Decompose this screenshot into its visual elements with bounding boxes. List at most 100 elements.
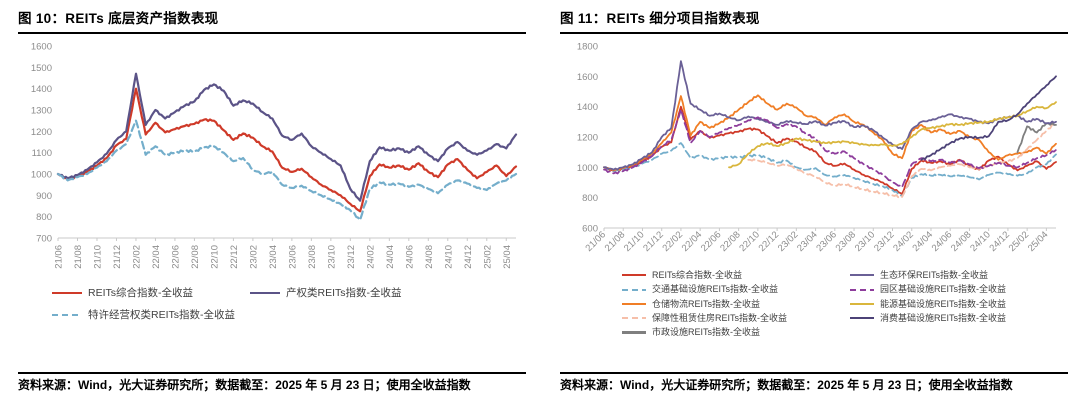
x-tick-label: 23/06 [287,245,298,269]
x-tick-label: 23/06 [814,229,839,254]
x-tick-label: 24/06 [930,229,955,254]
legend-item-7: 能源基础设施REITs指数-全收益 [850,299,1068,310]
x-tick-label: 23/08 [307,245,318,269]
x-tick-label: 24/02 [365,245,376,269]
x-tick-label: 22/02 [131,245,142,269]
x-tick-label: 24/02 [891,229,916,254]
figure-10-chart: 700 800 900 1000 1100 1200 1300 1400 1500 1600 21/… [31,42,518,269]
x-tick-label: 25/02 [482,245,493,269]
legend-item-4: 市政设施REITs指数-全收益 [622,327,850,338]
figure-10-source: 资料来源：Wind，光大证券研究所；数据截至：2025 年 5 月 23 日；使… [18,371,526,394]
legend-label: 市政设施REITs指数-全收益 [652,327,761,338]
y-tick-label: 1800 [577,42,598,53]
legend-label: REITs综合指数-全收益 [88,287,193,299]
series-line-3 [747,120,1057,199]
x-tick-label: 22/10 [209,245,220,269]
legend-swatch [850,302,874,306]
y-tick-label: 1600 [577,72,598,83]
legend-label: 消费基础设施REITs指数-全收益 [880,312,1007,323]
y-tick-label: 1100 [32,148,52,159]
legend-item-8: 消费基础设施REITs指数-全收益 [850,313,1068,324]
legend-swatch [622,288,646,291]
figure-11-panel: 图 11：REITs 细分项目指数表现 600 800 1000 1200 1400 16… [540,0,1080,402]
x-tick-label: 24/04 [911,229,936,254]
y-tick-label: 1200 [31,127,52,138]
x-tick-label: 25/04 [1026,229,1051,254]
x-tick-label: 24/08 [424,245,435,269]
figure-11-chart-area: 600 800 1000 1200 1400 1600 1800 21/06 21/08 21/1… [560,36,1068,269]
x-tick-label: 24/04 [385,245,396,269]
legend-label: 产权类REITs指数-全收益 [286,287,402,299]
legend-item-0: REITs综合指数-全收益 [622,270,850,281]
x-tick-label: 23/12 [346,245,357,269]
x-tick-label: 22/08 [718,229,743,254]
legend-item-5: 生态环保REITs指数-全收益 [850,270,1068,281]
legend-swatch [52,313,82,317]
legend-label: 特许经营权类REITs指数-全收益 [88,308,235,321]
x-tick-label: 23/10 [853,229,878,254]
x-tick-label: 23/12 [872,229,897,254]
legend-swatch [622,317,646,320]
y-tick-label: 1000 [31,170,52,181]
y-tick-label: 1400 [31,84,52,95]
series-line-4 [1016,122,1057,154]
x-tick-label: 23/08 [834,229,859,254]
legend-label: 能源基础设施REITs指数-全收益 [880,298,1007,309]
x-tick-label: 22/06 [699,229,724,254]
x-tick-label: 25/04 [502,245,513,269]
x-tick-label: 21/10 [622,229,647,254]
figure-11-chart: 6008001000120014001600180021/0621/0821/1… [577,42,1057,254]
x-tick-label: 24/12 [463,245,474,269]
x-tick-label: 23/10 [326,245,337,269]
legend-item-2: 仓储物流REITs指数-全收益 [622,299,850,310]
legend-swatch [52,292,82,295]
y-tick-label: 600 [582,224,598,235]
x-tick-label: 22/04 [680,229,705,254]
legend-item-2: 特许经营权类REITs指数-全收益 [52,309,250,322]
x-tick-label: 25/02 [1007,229,1032,254]
legend-label: 交通基础设施REITs指数-全收益 [652,284,779,295]
x-tick-label: 22/10 [737,229,762,254]
x-tick-label: 24/10 [443,245,454,269]
legend-item-1: 交通基础设施REITs指数-全收益 [622,284,850,295]
legend-label: 园区基础设施REITs指数-全收益 [880,284,1007,295]
legend-swatch [850,274,874,277]
legend-swatch [250,292,280,295]
series-line-8 [920,75,1057,161]
figure-10-chart-area: 700 800 900 1000 1100 1200 1300 1400 1500 1600 21/… [18,36,526,287]
y-tick-label: 1600 [31,42,52,53]
series-line-5 [603,60,1057,171]
x-tick-label: 23/04 [268,245,279,269]
y-tick-label: 1300 [31,106,52,117]
legend-swatch [622,331,646,334]
x-tick-label: 24/06 [404,245,415,269]
legend-label: 仓储物流REITs指数-全收益 [652,298,761,309]
x-tick-label: 21/12 [112,245,123,269]
figure-10-legend: REITs综合指数-全收益 产权类REITs指数-全收益特许经营权类REITs指数… [18,287,526,321]
legend-swatch [622,274,646,277]
y-tick-label: 800 [582,193,598,204]
y-tick-label: 900 [36,191,52,202]
legend-label: REITs综合指数-全收益 [652,270,743,280]
figure-11-source: 资料来源：Wind，光大证券研究所；数据截至：2025 年 5 月 23 日；使… [560,371,1068,394]
x-tick-label: 23/02 [248,245,259,269]
x-tick-label: 21/10 [92,245,103,269]
legend-swatch [850,288,874,291]
figure-11-title: 图 11：REITs 细分项目指数表现 [560,7,1068,34]
legend-swatch [622,302,646,306]
series-line-2 [603,94,1057,172]
legend-swatch [850,317,874,320]
legend-label: 保障性租赁住房REITs指数-全收益 [652,312,788,323]
figure-10-panel: 图 10：REITs 底层资产指数表现 700 800 900 1000 1100 120… [18,11,526,394]
legend-label: 生态环保REITs指数-全收益 [880,270,989,280]
legend-item-1: 产权类REITs指数-全收益 [250,287,526,300]
y-tick-label: 1500 [31,63,52,74]
x-tick-label: 21/06 [54,245,65,269]
x-tick-label: 22/06 [170,245,181,269]
y-tick-label: 700 [36,234,52,245]
legend-item-3: 保障性租赁住房REITs指数-全收益 [622,313,850,324]
x-tick-label: 21/08 [603,229,628,254]
x-tick-label: 22/12 [757,229,782,254]
series-line-1 [56,72,518,202]
x-tick-label: 22/02 [660,229,685,254]
